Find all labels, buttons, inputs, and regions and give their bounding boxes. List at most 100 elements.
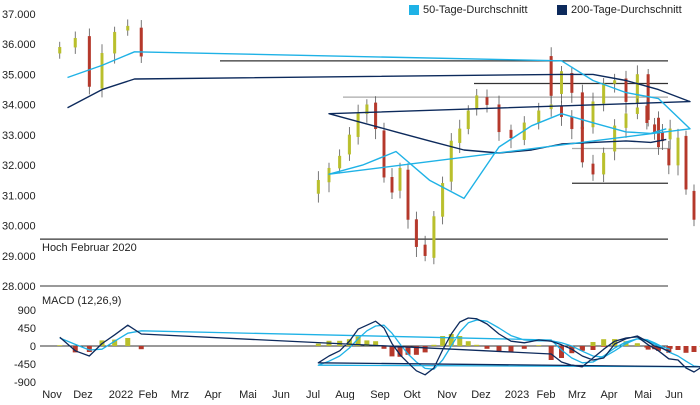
candle-body — [433, 216, 436, 257]
macd-histogram-bar — [139, 346, 144, 349]
legend-swatch-ma50 — [409, 5, 419, 15]
hoch-februar-label: Hoch Februar 2020 — [42, 242, 137, 254]
macd-histogram-bar — [57, 345, 62, 346]
candle-body — [317, 180, 320, 193]
macd-histogram-bar — [509, 346, 514, 352]
candle-body — [668, 149, 671, 165]
macd-histogram-bar — [644, 346, 649, 348]
x-tick-label: Dez — [73, 389, 93, 400]
x-tick-label: Aug — [335, 389, 355, 400]
macd-histogram-bar — [692, 346, 697, 352]
candle-body — [415, 220, 418, 247]
candle-body — [560, 106, 563, 116]
macd-histogram-bar — [549, 346, 554, 360]
x-tick-label: Mai — [239, 389, 257, 400]
x-tick-label: Nov — [42, 389, 62, 400]
candle-body — [571, 117, 574, 129]
candle-body — [625, 114, 628, 128]
legend-label-ma200: 200-Tage-Durchschnitt — [571, 4, 682, 16]
macd-histogram-bar — [316, 344, 321, 346]
candle-body — [592, 164, 595, 174]
ma50-line — [68, 52, 691, 199]
candle-body — [510, 130, 513, 138]
price-y-tick-label: 29.000 — [2, 251, 36, 263]
price-y-tick-label: 34.000 — [2, 100, 36, 112]
legend-label-ma50: 50-Tage-Durchschnitt — [423, 4, 528, 16]
price-y-tick-label: 36.000 — [2, 39, 36, 51]
candle-body — [374, 103, 377, 129]
candle-body — [424, 245, 427, 256]
candle-body — [625, 79, 628, 102]
price-y-tick-label: 37.000 — [2, 9, 36, 21]
macd-y-tick-label: 0 — [30, 341, 36, 353]
candle-body — [693, 191, 696, 219]
price-y-tick-label: 31.000 — [2, 190, 36, 202]
x-tick-label: 2022 — [109, 389, 133, 400]
x-tick-label: 2023 — [505, 389, 529, 400]
macd-histogram-bar — [591, 342, 596, 346]
price-y-tick-label: 32.000 — [2, 160, 36, 172]
macd-title: MACD (12,26,9) — [42, 295, 121, 307]
candle-body — [357, 114, 360, 137]
macd-histogram-bar — [684, 346, 689, 353]
x-tick-label: Mai — [634, 389, 652, 400]
candle-body — [407, 170, 410, 220]
macd-histogram-bar — [390, 346, 395, 356]
macd-histogram-bar — [601, 339, 606, 346]
candle-body — [348, 135, 351, 154]
x-tick-label: Feb — [139, 389, 158, 400]
macd-histogram-bar — [485, 346, 490, 349]
candle-body — [636, 108, 639, 114]
candle-body — [475, 96, 478, 109]
candle-body — [399, 168, 402, 190]
candle-body — [338, 156, 341, 168]
macd-histogram-bar — [601, 346, 606, 347]
candle-body — [602, 84, 605, 104]
x-tick-label: Sep — [370, 389, 390, 400]
x-tick-label: Nov — [437, 389, 457, 400]
price-y-tick-label: 35.000 — [2, 69, 36, 81]
candle-body — [101, 53, 104, 88]
candle-body — [467, 111, 470, 129]
macd-histogram-bar — [536, 345, 541, 346]
macd-histogram-bar — [431, 345, 436, 346]
x-tick-label: Jun — [665, 389, 683, 400]
candle-body — [677, 138, 680, 165]
candle-body — [613, 80, 616, 83]
candle-body — [88, 36, 91, 86]
macd-histogram-bar — [522, 346, 527, 349]
macd-histogram-bar — [549, 346, 554, 347]
candle-body — [498, 105, 501, 132]
candle-body — [571, 73, 574, 92]
candle-body — [550, 56, 553, 95]
macd-histogram-bar — [591, 346, 596, 350]
candle-body — [537, 111, 540, 123]
macd-y-tick-label: 450 — [18, 323, 36, 335]
macd-histogram-bar — [474, 345, 479, 346]
macd-y-tick-label: -900 — [14, 377, 36, 389]
candle-body — [669, 129, 672, 139]
candle-body — [328, 168, 331, 182]
x-tick-label: Dez — [471, 389, 491, 400]
candle-body — [58, 47, 61, 53]
x-tick-label: Apr — [600, 389, 617, 400]
x-tick-label: Mrz — [171, 389, 189, 400]
price-y-tick-label: 30.000 — [2, 221, 36, 233]
candle-body — [486, 97, 489, 104]
macd-y-tick-label: -450 — [14, 359, 36, 371]
candle-body — [74, 38, 77, 47]
macd-histogram-bar — [423, 346, 428, 352]
candle-body — [391, 177, 394, 192]
macd-histogram-bar — [676, 346, 681, 350]
macd-histogram-bar — [125, 338, 130, 346]
candle-body — [685, 136, 688, 189]
macd-histogram-bar — [635, 343, 640, 346]
candle-body — [602, 153, 605, 174]
candle-body — [126, 26, 129, 30]
price-y-tick-label: 28.000 — [2, 281, 36, 293]
x-tick-label: Jun — [272, 389, 290, 400]
price-y-tick-label: 33.000 — [2, 130, 36, 142]
x-tick-label: Jul — [306, 389, 320, 400]
